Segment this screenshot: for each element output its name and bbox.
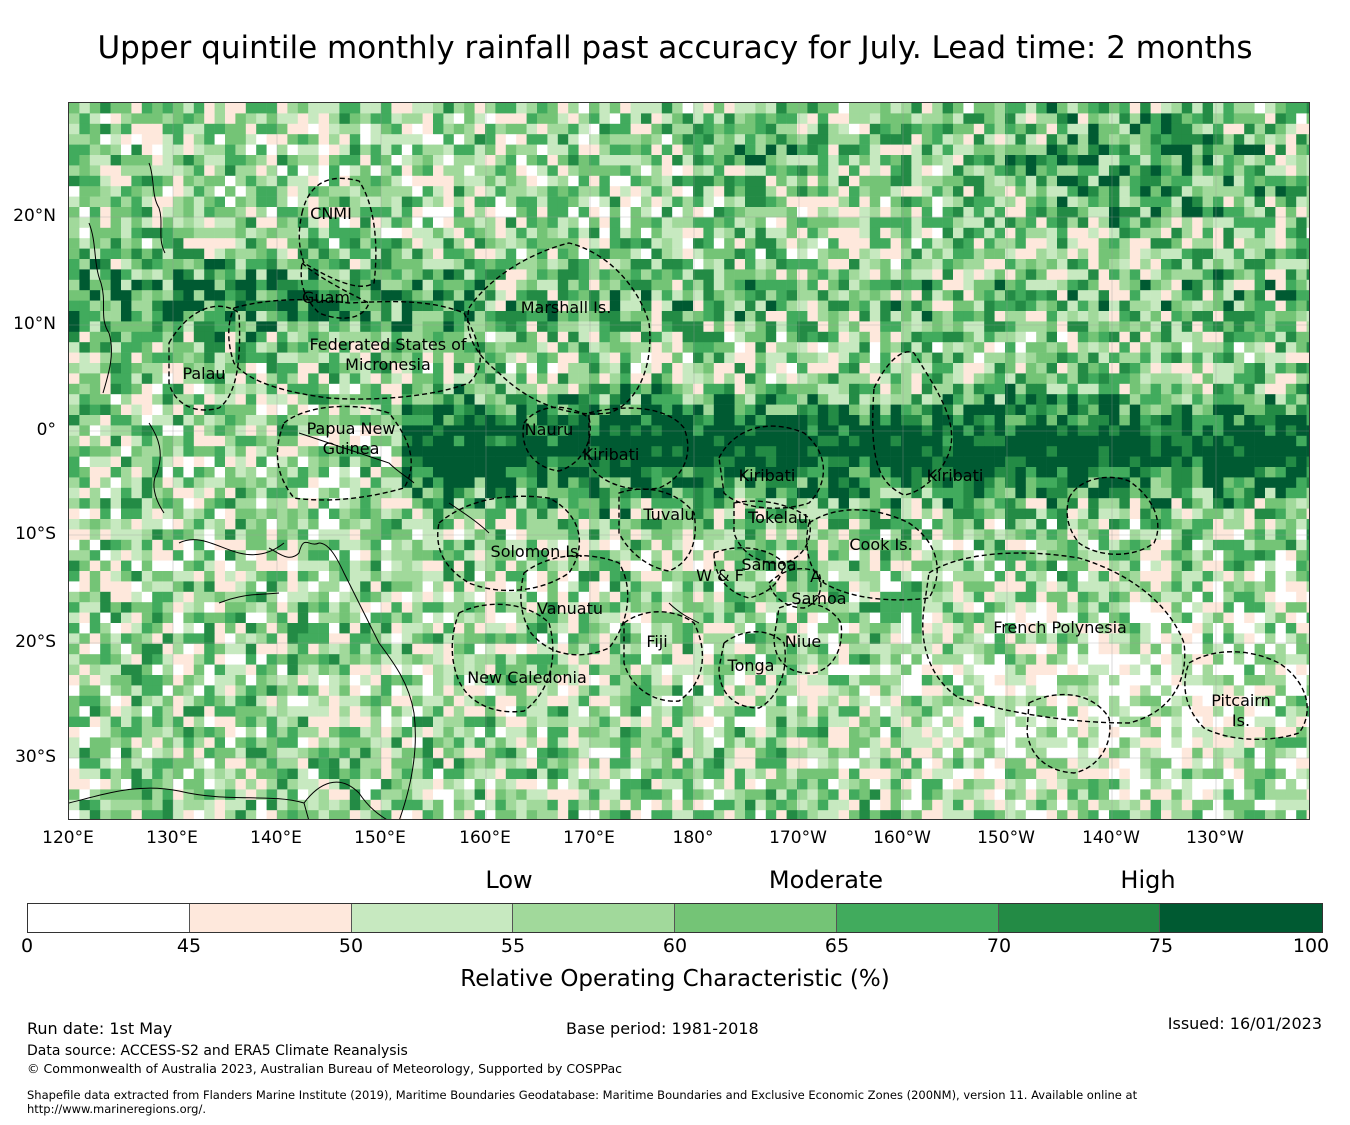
lon-tick-150w: 150°W (977, 828, 1035, 848)
lon-tick-140e: 140°E (250, 828, 302, 848)
colorbar-tick-label: 75 (1148, 935, 1174, 957)
colorbar-bin (28, 904, 190, 932)
legend-category-moderate: Moderate (768, 866, 884, 894)
lon-tick-160e: 160°E (459, 828, 511, 848)
colorbar-tick-label: 50 (338, 935, 364, 957)
copyright: © Commonwealth of Australia 2023, Austra… (27, 1061, 622, 1076)
colorbar-tick-label: 60 (662, 935, 688, 957)
colorbar-bin (1160, 904, 1322, 932)
label-nauru: Nauru (525, 420, 574, 439)
label-cook-is: Cook Is. (849, 535, 912, 554)
lat-tick-10s: 10°S (15, 524, 56, 544)
lat-tick-30s: 30°S (15, 747, 56, 767)
lat-tick-0: 0° (36, 420, 56, 440)
data-source: Data source: ACCESS-S2 and ERA5 Climate … (27, 1043, 408, 1059)
lat-tick-10n: 10°N (13, 314, 56, 334)
shapefile-credit: Shapefile data extracted from Flanders M… (27, 1088, 1138, 1116)
label-french-polynesia: French Polynesia (993, 618, 1127, 637)
lon-tick-120e: 120°E (42, 828, 94, 848)
label-papua-new-guinea: Papua New Guinea (306, 419, 396, 458)
label-kiribati-line: Kiribati (927, 466, 984, 485)
colorbar-bin (351, 904, 514, 932)
label-tokelau: Tokelau (747, 508, 808, 527)
lon-tick-140w: 140°W (1082, 828, 1140, 848)
colorbar-tick-label: 55 (500, 935, 526, 957)
eez-boundaries (168, 177, 1308, 774)
colorbar-label: Relative Operating Characteristic (%) (460, 966, 890, 992)
colorbar (27, 903, 1323, 933)
colorbar-bin (998, 904, 1161, 932)
colorbar-bin (189, 904, 352, 932)
longitude-axis: 120°E 130°E 140°E 150°E 160°E 170°E 180°… (42, 826, 1310, 856)
label-cnmi: CNMI (310, 204, 352, 223)
coastlines (69, 162, 700, 819)
colorbar-bin (513, 904, 675, 932)
lon-tick-130e: 130°E (146, 828, 198, 848)
lon-tick-180: 180° (672, 828, 714, 848)
label-american-samoa-a: A. (810, 567, 826, 586)
colorbar-tick-label: 100 (1292, 935, 1330, 957)
map-title: Upper quintile monthly rainfall past acc… (97, 30, 1253, 66)
label-solomon-is: Solomon Is. (491, 542, 584, 561)
label-wallis-futuna: W & F (696, 566, 744, 585)
label-tonga: Tonga (727, 656, 775, 675)
map-canvas: CNMI Guam Marshall Is. Palau Nauru Kirib… (69, 103, 1309, 819)
label-kiribati-gilbert: Kiribati (583, 445, 640, 464)
colorbar-bin (675, 904, 837, 932)
label-fsm: Federated States of Micronesia (309, 335, 467, 374)
lat-tick-20s: 20°S (15, 632, 56, 652)
lat-tick-20n: 20°N (13, 206, 56, 226)
colorbar-tick-label: 65 (824, 935, 850, 957)
label-guam: Guam (302, 288, 350, 307)
colorbar-tick-label: 0 (20, 935, 34, 957)
lon-tick-150e: 150°E (354, 828, 406, 848)
rainfall-accuracy-map: CNMI Guam Marshall Is. Palau Nauru Kirib… (68, 102, 1310, 820)
accuracy-grid (69, 103, 1309, 819)
label-palau: Palau (182, 364, 225, 383)
label-pitcairn-is: Pitcairn Is. (1211, 691, 1271, 730)
base-period: Base period: 1981-2018 (566, 1019, 759, 1038)
issued-date: Issued: 16/01/2023 (1167, 1014, 1322, 1033)
lon-tick-160w: 160°W (873, 828, 931, 848)
run-date: Run date: 1st May (27, 1019, 173, 1038)
lon-tick-170w: 170°W (769, 828, 827, 848)
map-labels: CNMI Guam Marshall Is. Palau Nauru Kirib… (182, 204, 1126, 687)
label-american-samoa: Samoa (791, 589, 846, 608)
label-vanuatu: Vanuatu (537, 599, 603, 618)
label-new-caledonia: New Caledonia (467, 668, 587, 687)
lon-tick-130w: 130°W (1186, 828, 1244, 848)
legend-category-low: Low (485, 866, 533, 894)
colorbar-bin (836, 904, 999, 932)
label-tuvalu: Tuvalu (642, 505, 694, 524)
label-kiribati-phoenix: Kiribati (739, 466, 796, 485)
colorbar-tick-label: 45 (176, 935, 202, 957)
label-fiji: Fiji (646, 632, 667, 651)
legend-category-high: High (1120, 866, 1176, 894)
latitude-axis: 20°N 10°N 0° 10°S 20°S 30°S (0, 102, 62, 820)
lon-tick-170e: 170°E (563, 828, 615, 848)
label-samoa: Samoa (741, 555, 796, 574)
colorbar-tick-label: 70 (986, 935, 1012, 957)
label-marshall-is: Marshall Is. (521, 298, 612, 317)
label-niue: Niue (785, 632, 821, 651)
colorbar-ticks: 0 45 50 55 60 65 70 75 100 (21, 935, 1329, 959)
graticule (69, 103, 1309, 819)
